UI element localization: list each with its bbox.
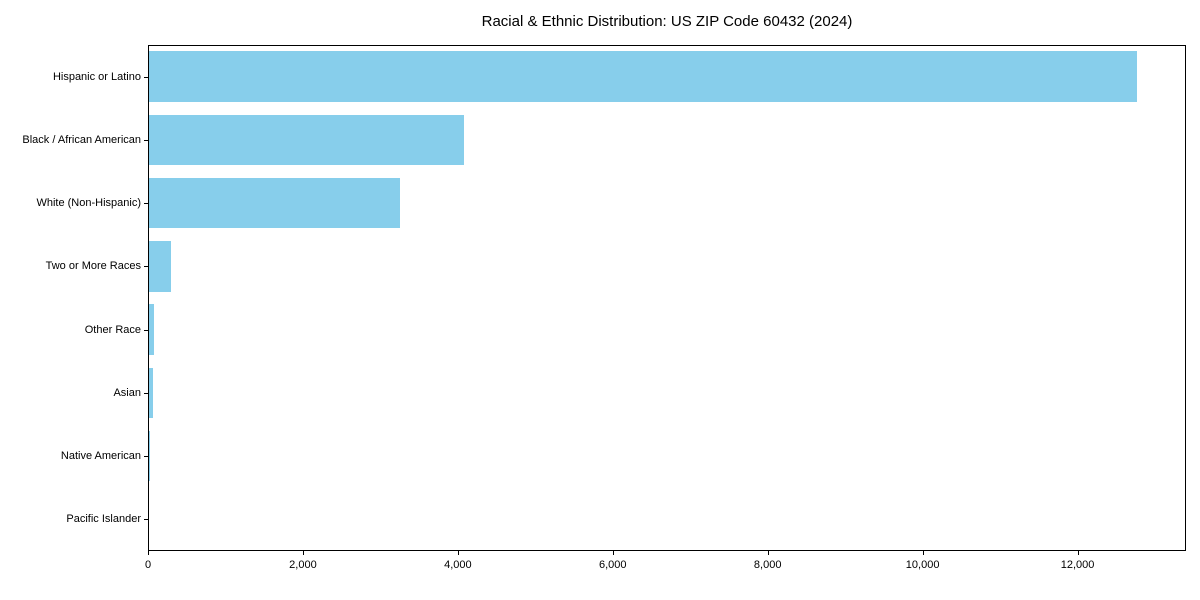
bar [149, 241, 172, 292]
bar [149, 51, 1138, 102]
y-tick-mark [144, 203, 148, 205]
y-tick-label: Other Race [84, 323, 141, 336]
y-tick-label: Asian [113, 386, 141, 399]
x-tick-label: 2,000 [289, 559, 317, 571]
y-tick-mark [144, 392, 148, 394]
y-tick-label: Native American [60, 450, 141, 463]
x-tick-mark [767, 551, 769, 555]
x-tick-mark [612, 551, 614, 555]
y-tick-mark [144, 139, 148, 141]
x-tick-mark [457, 551, 459, 555]
y-tick-mark [144, 76, 148, 78]
x-tick-mark [1077, 551, 1079, 555]
x-tick-label: 6,000 [599, 559, 627, 571]
x-tick-mark [148, 551, 149, 555]
x-tick-mark [302, 551, 304, 555]
y-tick-label: Black / African American [22, 133, 141, 146]
bar [149, 430, 150, 482]
y-tick-label: Pacific Islander [66, 513, 141, 526]
y-tick-label: Two or More Races [45, 260, 141, 273]
y-tick-mark [144, 456, 148, 458]
x-tick-mark [922, 551, 924, 555]
x-tick-label: 8,000 [753, 559, 782, 571]
x-tick-label: 12,000 [1060, 559, 1095, 571]
plot-area [148, 45, 1186, 551]
x-tick-label: 0 [144, 559, 152, 571]
bar [149, 304, 155, 355]
y-tick-label: White (Non-Hispanic) [36, 197, 141, 210]
y-tick-mark [144, 519, 148, 521]
chart-title: Racial & Ethnic Distribution: US ZIP Cod… [481, 13, 853, 30]
y-tick-mark [144, 329, 148, 331]
bar [149, 367, 153, 419]
bar [149, 177, 400, 229]
y-tick-label: Hispanic or Latino [52, 70, 141, 83]
x-tick-label: 4,000 [444, 559, 472, 571]
bar [149, 114, 465, 166]
x-tick-label: 10,000 [905, 559, 940, 571]
y-tick-mark [144, 266, 148, 268]
